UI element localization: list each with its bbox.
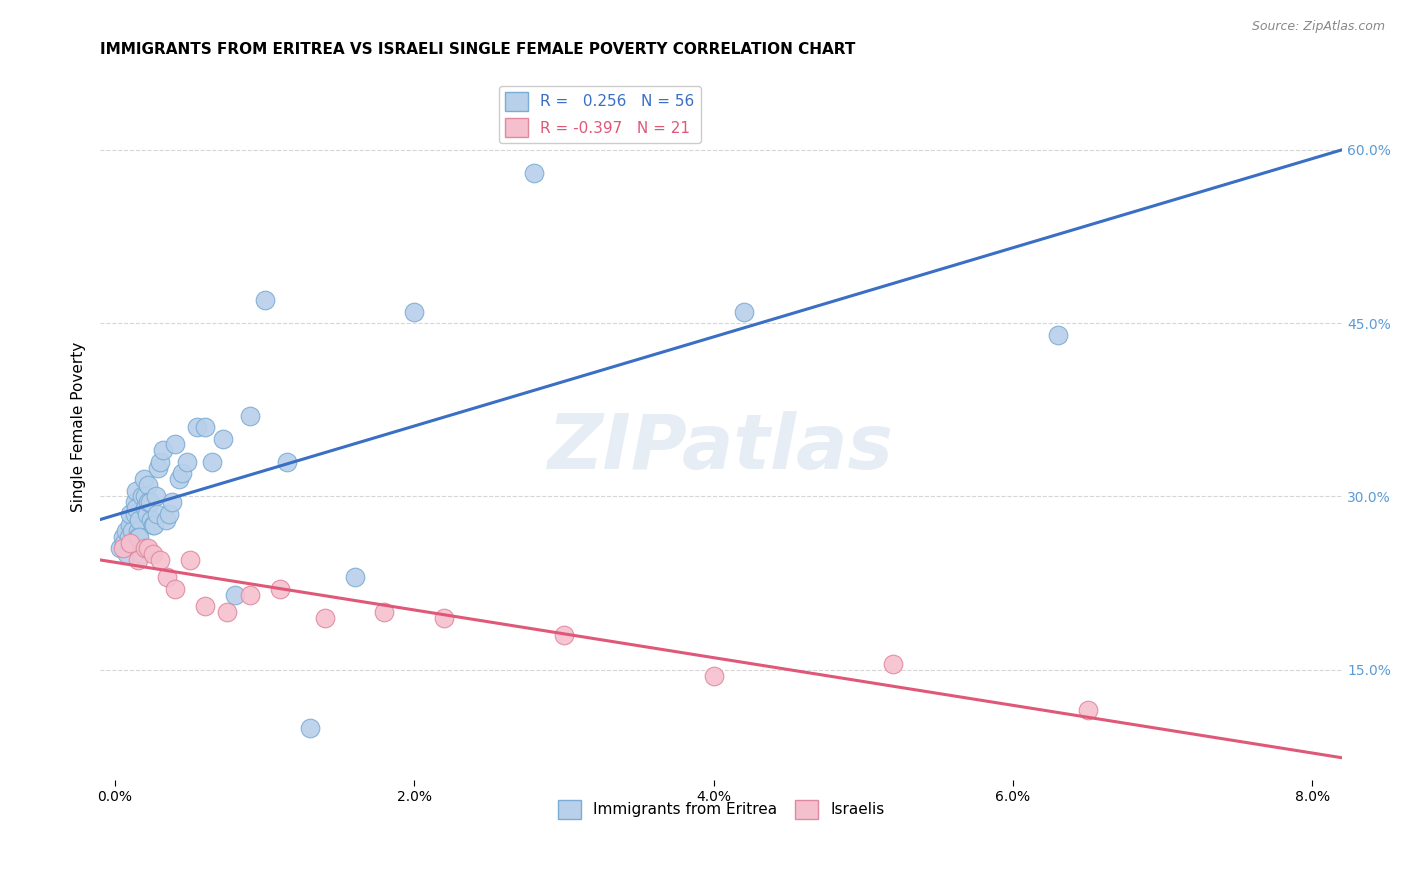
Point	[141, 518, 163, 533]
Point	[179, 553, 201, 567]
Point	[172, 467, 194, 481]
Point	[127, 553, 149, 567]
Point	[141, 547, 163, 561]
Point	[136, 495, 159, 509]
Point	[128, 512, 150, 526]
Point	[152, 443, 174, 458]
Point	[433, 611, 456, 625]
Point	[120, 507, 142, 521]
Point	[134, 490, 156, 504]
Point	[138, 495, 160, 509]
Point	[114, 524, 136, 538]
Point	[148, 460, 170, 475]
Point	[121, 524, 143, 538]
Point	[127, 530, 149, 544]
Point	[135, 507, 157, 521]
Point	[404, 304, 426, 318]
Point	[111, 541, 134, 556]
Point	[523, 166, 546, 180]
Point	[155, 512, 177, 526]
Point	[128, 530, 150, 544]
Point	[224, 588, 246, 602]
Point	[145, 490, 167, 504]
Point	[253, 293, 276, 307]
Point	[269, 582, 291, 596]
Point	[163, 437, 186, 451]
Point	[194, 420, 217, 434]
Point	[163, 582, 186, 596]
Point	[129, 547, 152, 561]
Point	[217, 605, 239, 619]
Point	[136, 541, 159, 556]
Point	[239, 588, 262, 602]
Point	[120, 518, 142, 533]
Point	[149, 455, 172, 469]
Point	[882, 657, 904, 671]
Point	[160, 495, 183, 509]
Point	[703, 668, 725, 682]
Point	[117, 530, 139, 544]
Text: Source: ZipAtlas.com: Source: ZipAtlas.com	[1251, 20, 1385, 33]
Point	[139, 512, 162, 526]
Point	[157, 507, 180, 521]
Point	[127, 524, 149, 538]
Point	[115, 547, 138, 561]
Point	[108, 541, 131, 556]
Point	[125, 501, 148, 516]
Point	[134, 541, 156, 556]
Point	[149, 553, 172, 567]
Point	[314, 611, 336, 625]
Point	[211, 432, 233, 446]
Point	[131, 490, 153, 504]
Text: ZIPatlas: ZIPatlas	[548, 411, 894, 485]
Point	[124, 507, 146, 521]
Point	[143, 518, 166, 533]
Point	[343, 570, 366, 584]
Y-axis label: Single Female Poverty: Single Female Poverty	[72, 342, 86, 512]
Point	[194, 599, 217, 614]
Point	[239, 409, 262, 423]
Point	[132, 472, 155, 486]
Legend: Immigrants from Eritrea, Israelis: Immigrants from Eritrea, Israelis	[551, 794, 891, 825]
Point	[553, 628, 575, 642]
Point	[169, 472, 191, 486]
Point	[156, 570, 179, 584]
Point	[176, 455, 198, 469]
Point	[134, 501, 156, 516]
Point	[125, 483, 148, 498]
Text: IMMIGRANTS FROM ERITREA VS ISRAELI SINGLE FEMALE POVERTY CORRELATION CHART: IMMIGRANTS FROM ERITREA VS ISRAELI SINGL…	[100, 42, 855, 57]
Point	[122, 535, 145, 549]
Point	[201, 455, 224, 469]
Point	[276, 455, 298, 469]
Point	[1077, 703, 1099, 717]
Point	[373, 605, 395, 619]
Point	[124, 495, 146, 509]
Point	[186, 420, 208, 434]
Point	[111, 530, 134, 544]
Point	[112, 535, 135, 549]
Point	[120, 535, 142, 549]
Point	[1046, 327, 1069, 342]
Point	[136, 478, 159, 492]
Point	[146, 507, 169, 521]
Point	[733, 304, 755, 318]
Point	[298, 721, 321, 735]
